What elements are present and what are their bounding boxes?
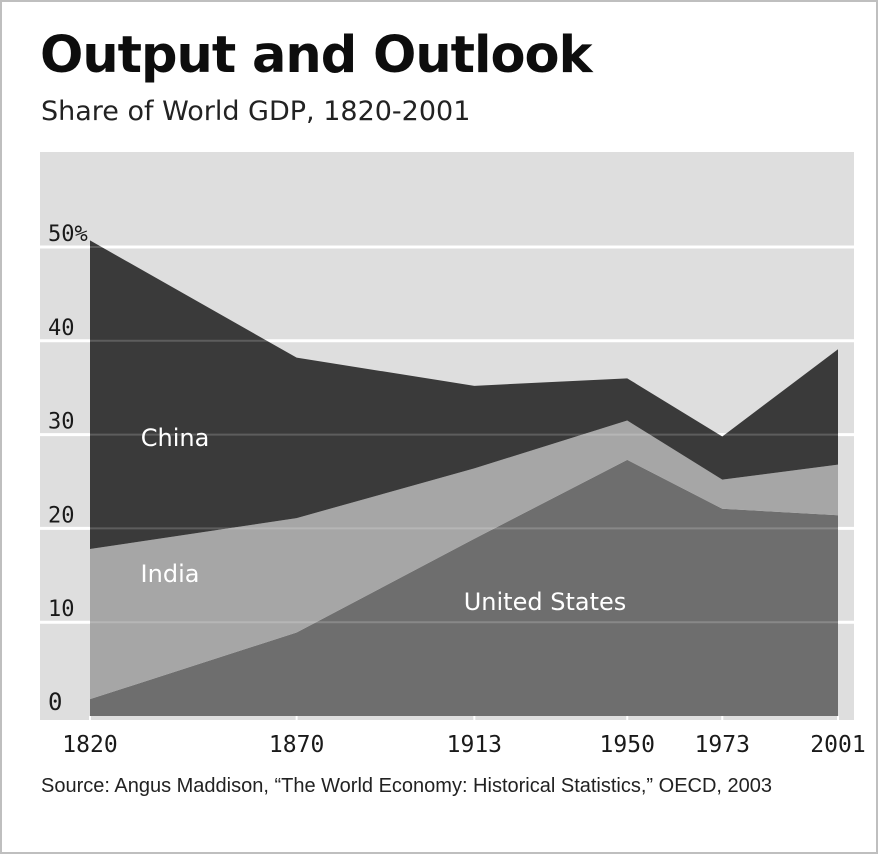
x-tick-label: 1973 xyxy=(695,732,750,758)
y-tick-labels: 0 10 20 30 40 50% xyxy=(48,222,88,716)
y-tick-label: 10 xyxy=(48,597,75,622)
y-tick-label: 30 xyxy=(48,410,75,435)
x-tick-labels: 1820 1870 1913 1950 1973 2001 xyxy=(62,732,865,758)
y-tick-label: 50% xyxy=(48,222,88,247)
x-tick-label: 1913 xyxy=(447,732,502,758)
series-label-united-states: United States xyxy=(464,588,627,616)
x-tick-label: 1950 xyxy=(600,732,655,758)
y-tick-label: 20 xyxy=(48,503,75,528)
x-tick-label: 1820 xyxy=(62,732,117,758)
chart-title: Output and Outlook xyxy=(40,26,592,85)
x-tick-label: 1870 xyxy=(269,732,324,758)
area-layer xyxy=(89,240,839,720)
series-label-india: India xyxy=(141,560,200,588)
area-united-states xyxy=(90,459,838,716)
y-tick-label: 40 xyxy=(48,316,75,341)
area-china xyxy=(90,240,838,550)
series-label-china: China xyxy=(141,424,210,452)
chart-subtitle: Share of World GDP, 1820-2001 xyxy=(41,96,471,127)
area-india xyxy=(90,420,838,700)
x-tick-label: 2001 xyxy=(810,732,865,758)
series-labels: United States India China xyxy=(141,424,627,616)
y-tick-label: 0 xyxy=(48,688,62,716)
source-note: Source: Angus Maddison, “The World Econo… xyxy=(41,775,773,797)
